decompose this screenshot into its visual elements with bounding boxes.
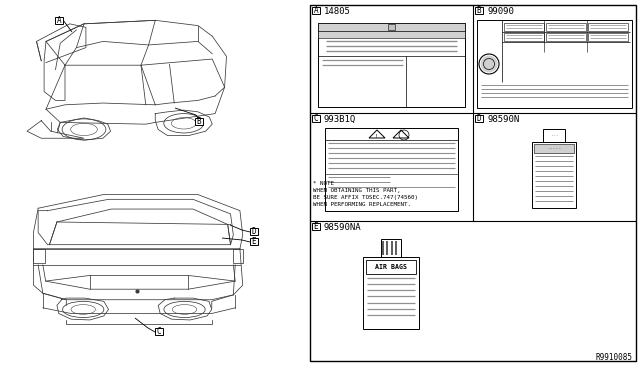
Text: R9910085: R9910085 — [595, 353, 632, 362]
Text: C: C — [157, 327, 161, 336]
Bar — [396, 241, 397, 255]
Bar — [504, 33, 544, 41]
Bar — [588, 33, 628, 41]
Bar — [250, 238, 258, 245]
Text: -----: ----- — [547, 147, 561, 151]
Bar — [546, 23, 586, 31]
Bar — [475, 115, 483, 122]
Text: 98590NA: 98590NA — [324, 222, 362, 231]
Bar — [318, 31, 465, 38]
Text: ---: --- — [550, 134, 558, 138]
Bar — [532, 142, 576, 208]
Bar — [388, 241, 390, 255]
Bar — [397, 241, 399, 255]
Bar — [155, 328, 163, 335]
Text: B: B — [477, 6, 481, 15]
Bar — [250, 228, 258, 235]
Bar — [543, 129, 565, 142]
Text: 993B1Q: 993B1Q — [324, 115, 356, 124]
Text: 98590N: 98590N — [487, 115, 519, 124]
Circle shape — [481, 55, 497, 73]
Bar — [325, 128, 458, 211]
Bar — [366, 260, 416, 274]
Text: B: B — [196, 117, 202, 126]
Bar — [381, 239, 401, 257]
Text: E: E — [314, 222, 318, 231]
Bar — [312, 7, 320, 14]
Text: WHEN PERFORMING REPLACEMENT.: WHEN PERFORMING REPLACEMENT. — [313, 202, 411, 206]
Bar — [310, 5, 636, 361]
Bar — [475, 7, 483, 14]
Text: D: D — [252, 227, 256, 236]
Bar — [387, 241, 388, 255]
Text: A: A — [57, 16, 61, 25]
Bar — [504, 23, 544, 31]
Bar — [393, 241, 395, 255]
Text: WHEN OBTAINING THIS PART,: WHEN OBTAINING THIS PART, — [313, 187, 401, 192]
Text: !: ! — [374, 134, 378, 138]
Bar — [391, 241, 392, 255]
Bar — [384, 241, 386, 255]
Bar — [546, 33, 586, 41]
Bar — [234, 249, 243, 263]
Text: 99090: 99090 — [487, 6, 514, 16]
Text: BE SURE AFFIX TOSEC.747(74560): BE SURE AFFIX TOSEC.747(74560) — [313, 195, 418, 199]
Bar — [477, 20, 632, 108]
Text: 14805: 14805 — [324, 6, 351, 16]
Text: AIR BAGS: AIR BAGS — [375, 264, 407, 270]
Bar — [388, 24, 395, 30]
Text: E: E — [252, 237, 256, 246]
Text: A: A — [314, 6, 318, 15]
Bar — [33, 249, 45, 263]
Bar — [195, 118, 203, 125]
Text: * NOTE: * NOTE — [313, 180, 334, 186]
Bar — [534, 144, 574, 153]
Text: D: D — [477, 114, 481, 123]
Bar — [318, 23, 465, 31]
Bar — [55, 17, 63, 24]
Bar — [318, 23, 465, 107]
Bar — [382, 241, 384, 255]
Bar — [312, 223, 320, 230]
Bar — [312, 115, 320, 122]
Bar — [363, 257, 419, 329]
Text: C: C — [314, 114, 318, 123]
Bar — [588, 23, 628, 31]
